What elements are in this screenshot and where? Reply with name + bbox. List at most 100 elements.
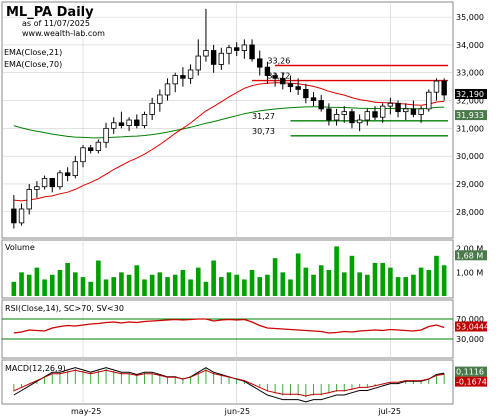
candle-body	[433, 80, 440, 93]
volume-bar	[411, 274, 416, 296]
volume-bar	[19, 272, 24, 296]
volume-layer	[11, 246, 447, 296]
candle-body	[141, 114, 148, 126]
level-label: 33,26	[267, 57, 290, 66]
rsi-last-tag: 53,0444	[456, 323, 489, 332]
volume-bar	[326, 270, 332, 296]
volume-bar	[103, 279, 109, 296]
candle-body	[349, 111, 355, 124]
candle-body	[441, 80, 447, 96]
volume-bar	[380, 262, 385, 296]
volume-bar	[49, 274, 55, 296]
macd-layer	[13, 367, 445, 403]
volume-last-tag-bg	[455, 250, 487, 261]
volume-bar	[119, 272, 124, 296]
macd-last-tag-bg	[455, 366, 487, 377]
candle-body	[172, 75, 178, 85]
candle-body	[418, 108, 424, 115]
candle-body	[280, 77, 286, 85]
volume-bar	[318, 265, 324, 296]
macd-last-tag: 0,1116	[456, 368, 484, 377]
candle-body	[157, 94, 163, 104]
volume-bar	[195, 267, 201, 296]
volume-bar	[80, 277, 86, 296]
volume-bar	[395, 277, 401, 296]
volume-bar	[288, 279, 293, 296]
candle-body	[303, 89, 309, 99]
source-link[interactable]: www.wealth-lab.com	[22, 29, 105, 38]
volume-tick-label: 2,00 M	[456, 245, 483, 254]
rsi-layer	[2, 318, 453, 340]
candle-body	[287, 83, 294, 88]
price-tick-label: 33,000	[456, 69, 484, 78]
candle-body	[233, 47, 240, 51]
candle-body	[341, 111, 347, 115]
macd-signal-tag-bg	[455, 376, 487, 387]
ema70-tag-bg	[455, 110, 487, 121]
candle-body	[379, 105, 386, 118]
level-label: 30,73	[252, 127, 275, 136]
rsi-line	[13, 318, 445, 334]
candle-body	[11, 208, 17, 224]
ema70-legend: EMA(Close,70)	[4, 60, 62, 69]
x-tick-label: jul-25	[377, 407, 401, 416]
ema21-legend: EMA(Close,21)	[4, 48, 62, 57]
volume-bar	[272, 258, 278, 296]
rsi-tick-label: 30,000	[456, 335, 484, 344]
chart-subtitle: as of 11/07/2025	[22, 19, 90, 28]
volume-bar	[96, 260, 101, 296]
volume-bar	[73, 272, 78, 296]
candle-body	[26, 189, 32, 210]
rsi-last-tag-bg	[455, 321, 487, 332]
volume-bar	[365, 274, 370, 296]
price-tick-label: 29,000	[456, 180, 484, 189]
x-tick-label: jun-25	[224, 407, 250, 416]
volume-bar	[265, 274, 270, 296]
price-tick-label: 34,000	[456, 41, 484, 50]
rsi-label: RSI(Close,14), SC>70, SV<30	[5, 304, 124, 313]
candle-body	[333, 114, 340, 121]
volume-bar	[26, 274, 32, 296]
candle-body	[64, 172, 71, 177]
macd-signal-tag: -0,1674	[456, 378, 487, 387]
volume-bar	[388, 267, 393, 296]
candle-body	[310, 97, 317, 101]
candle-body	[203, 50, 209, 57]
volume-bar	[219, 277, 224, 296]
level-label: 32,72	[267, 72, 290, 81]
volume-bar	[134, 265, 140, 296]
volume-bar	[303, 267, 309, 296]
candle-body	[241, 44, 248, 51]
candle-body	[395, 102, 401, 113]
macd-panel	[1, 359, 454, 405]
ema21-line	[13, 82, 445, 202]
volume-bar	[226, 272, 232, 296]
volume-bar	[295, 253, 301, 296]
volume-bar	[65, 262, 70, 296]
grid	[2, 2, 453, 404]
volume-bar	[280, 272, 286, 296]
price-tick-label: 30,000	[456, 152, 484, 161]
candle-body	[372, 111, 378, 118]
candle-body	[103, 127, 109, 143]
price-layer: 33,26 32,72 31,27 30,73	[11, 8, 448, 229]
volume-bar	[249, 270, 255, 296]
volume-bar	[157, 272, 163, 296]
volume-bar	[11, 281, 17, 296]
volume-bar	[357, 272, 362, 296]
volume-bar	[57, 270, 63, 296]
volume-bar	[111, 277, 117, 296]
candle-body	[426, 91, 432, 110]
volume-bar	[188, 279, 193, 296]
candle-body	[72, 161, 79, 177]
volume-bar	[349, 255, 355, 296]
candle-body	[95, 141, 102, 151]
candle-body	[272, 75, 278, 79]
price-tick-label: 31,000	[456, 124, 484, 133]
axis-layer: 35,000 34,000 33,000 32,000 31,000 30,000 29,0…	[71, 13, 489, 416]
rsi-tick-label: 70,000	[456, 315, 484, 324]
macd-label: MACD(12,26,9)	[5, 364, 66, 373]
candle-body	[195, 55, 201, 71]
candle-body	[118, 122, 125, 126]
